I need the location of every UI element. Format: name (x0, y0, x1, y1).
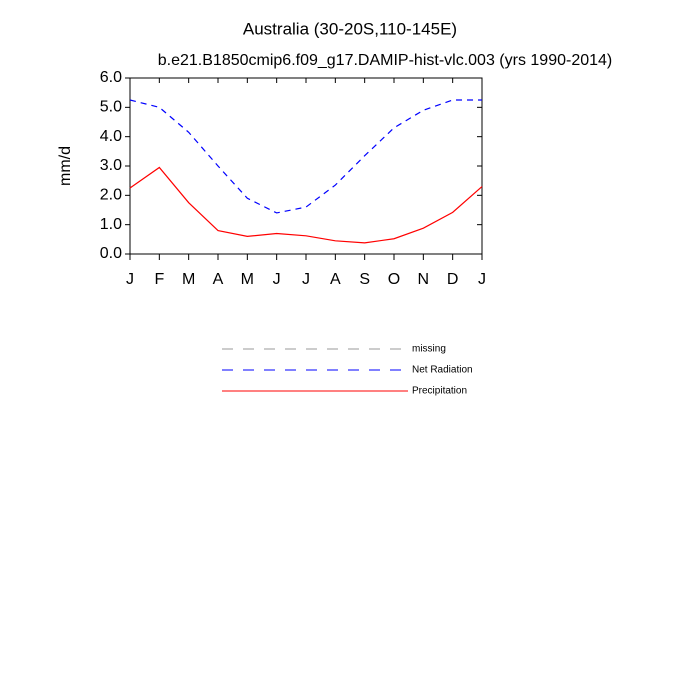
x-tick-label: F (154, 271, 164, 288)
plot-frame (129, 77, 483, 255)
y-tick-label: 3.0 (100, 157, 122, 174)
y-tick-label: 2.0 (100, 187, 122, 204)
x-tick-label: M (241, 271, 254, 288)
x-tick-label: J (273, 271, 281, 288)
y-tick-label: 4.0 (100, 128, 122, 145)
x-tick-label: J (302, 271, 310, 288)
series-line (129, 99, 482, 214)
x-tick-label: A (213, 271, 224, 288)
x-tick-label: J (478, 271, 486, 288)
y-axis-label: mm/d (57, 146, 74, 186)
chart-subtitle: b.e21.B1850cmip6.f09_g17.DAMIP-hist-vlc.… (158, 52, 612, 69)
legend-label: Precipitation (412, 386, 467, 397)
x-tick-label: N (418, 271, 430, 288)
legend-label: Net Radiation (412, 365, 473, 376)
x-tick-label: D (447, 271, 459, 288)
y-tick-label: 0.0 (100, 245, 122, 262)
legend-label: missing (412, 344, 446, 355)
chart-title: Australia (30-20S,110-145E) (243, 19, 457, 38)
y-tick-label: 5.0 (100, 99, 122, 116)
series-line (129, 166, 483, 244)
y-tick-label: 1.0 (100, 216, 122, 233)
x-tick-label: M (182, 271, 195, 288)
x-tick-label: S (359, 271, 370, 288)
y-tick-label: 6.0 (100, 69, 122, 86)
x-tick-label: O (388, 271, 400, 288)
x-tick-label: J (126, 271, 134, 288)
x-tick-label: A (330, 271, 341, 288)
